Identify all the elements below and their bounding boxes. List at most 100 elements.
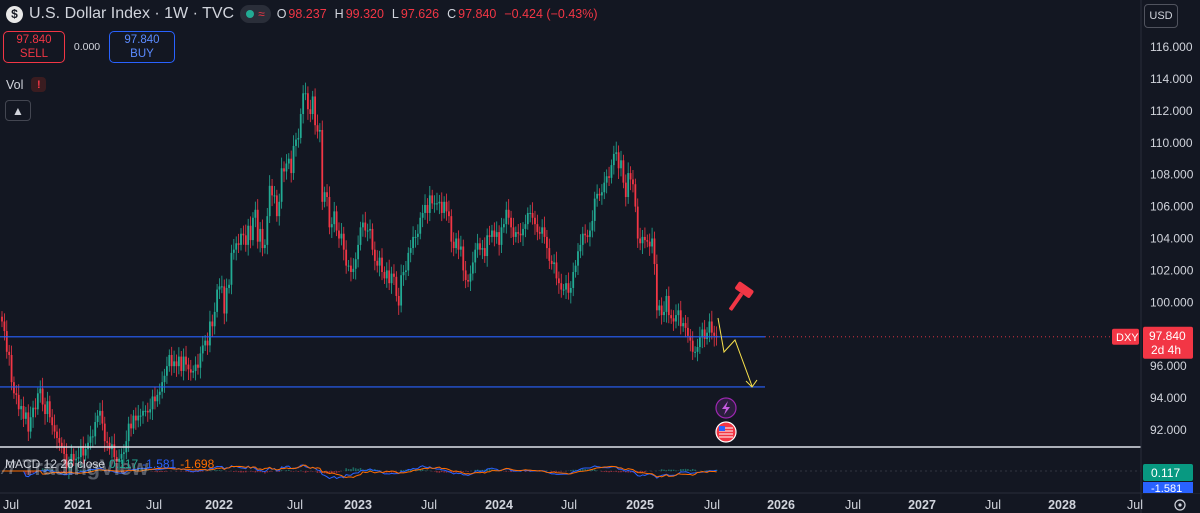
- macd-histogram-bar: [304, 471, 307, 473]
- symbol-title[interactable]: U.S. Dollar Index · 1W · TVC: [29, 5, 235, 22]
- candle-body: [187, 364, 190, 370]
- macd-histogram-bar: [660, 469, 663, 471]
- candle-body: [469, 273, 472, 282]
- candle-body: [514, 232, 517, 237]
- price-axis[interactable]: 116.000 114.000 112.000 110.000 108.000 106.0…: [1112, 0, 1200, 513]
- macd-histogram-bar: [395, 471, 398, 472]
- sell-button[interactable]: 97.840 SELL: [3, 31, 65, 63]
- macd-histogram-bar: [25, 471, 27, 475]
- macd-histogram-bar: [417, 470, 419, 471]
- volume-label: Vol: [6, 77, 24, 92]
- volume-indicator[interactable]: Vol !: [6, 77, 47, 92]
- candle-body: [476, 243, 479, 250]
- candle-body: [199, 353, 202, 368]
- macd-histogram-bar: [684, 468, 687, 471]
- candle-body: [416, 233, 419, 237]
- candle-body: [32, 407, 34, 418]
- candle-body: [529, 212, 532, 214]
- time-tick-label: Jul: [1127, 498, 1143, 512]
- candle-body: [220, 286, 223, 288]
- macd-histogram-bar: [209, 470, 211, 471]
- projection-path[interactable]: [717, 317, 758, 388]
- macd-histogram-bar: [44, 468, 46, 471]
- candle-body: [639, 238, 642, 244]
- macd-histogram-bar: [419, 469, 422, 471]
- candle-body: [209, 321, 211, 346]
- symbol-tag[interactable]: [1112, 328, 1139, 345]
- macd-histogram-bar: [687, 469, 689, 471]
- candle-body: [407, 252, 410, 271]
- macd-legend[interactable]: MACD 12 26 close 0.117 -1.581 -1.698: [5, 457, 214, 471]
- macd-histogram-bar: [488, 468, 491, 471]
- candle-body: [87, 442, 89, 450]
- candle-body: [79, 445, 82, 458]
- macd-histogram-bar: [266, 471, 269, 473]
- candle-body: [247, 225, 250, 245]
- candle-body: [321, 129, 324, 202]
- candle-body: [252, 217, 254, 241]
- wave-icon: ≈: [258, 7, 265, 21]
- candle-body: [421, 212, 424, 218]
- price-axis-bg[interactable]: [1141, 0, 1200, 493]
- price-tick-label: 114.000: [1150, 72, 1193, 86]
- candle-body: [440, 201, 443, 213]
- candle-body: [44, 404, 46, 415]
- time-axis[interactable]: Jul 2021 Jul 2022 Jul 2023 Jul 2024 Jul 2025 Jul 20…: [3, 498, 1186, 512]
- candle-body: [546, 236, 548, 249]
- candle-body: [68, 463, 70, 469]
- gear-icon[interactable]: [1174, 499, 1186, 511]
- candle-body: [627, 173, 630, 198]
- dollar-symbol-icon: $: [6, 5, 23, 23]
- candle-body: [340, 233, 343, 239]
- macd-histogram-bar: [570, 470, 572, 471]
- candle-body: [517, 232, 520, 234]
- macd-histogram-bar: [383, 471, 386, 473]
- candle-body: [696, 347, 699, 352]
- market-status-pill[interactable]: ≈: [240, 5, 271, 23]
- candle-body: [615, 152, 618, 154]
- candle-body: [25, 412, 27, 419]
- candle-body: [507, 209, 510, 218]
- candle-body: [373, 249, 376, 261]
- candle-body: [584, 233, 587, 236]
- candle-body: [326, 192, 328, 198]
- macd-histogram-bar: [101, 470, 104, 471]
- chevron-up-icon[interactable]: ▲: [5, 100, 31, 121]
- macd-histogram-bar: [694, 469, 696, 471]
- macd-histogram-bar: [579, 469, 582, 471]
- macd-histogram-bar: [605, 471, 608, 473]
- candle-body: [450, 216, 453, 242]
- currency-selector[interactable]: USD: [1144, 4, 1178, 28]
- buy-button[interactable]: 97.840 BUY: [109, 31, 175, 63]
- candle-body: [118, 458, 121, 462]
- event-markers: [715, 281, 754, 443]
- macd-histogram-bar: [280, 470, 283, 471]
- macd-histogram-bar: [161, 471, 163, 472]
- horizontal-levels[interactable]: [0, 336, 1112, 388]
- candle-body: [134, 415, 137, 421]
- time-tick-label: 2027: [908, 498, 936, 512]
- tradingview-logo-icon: ⁄7: [4, 457, 17, 478]
- candle-body: [213, 311, 216, 327]
- last-price-badge: [1143, 326, 1193, 359]
- macd-histogram-bar: [440, 471, 443, 473]
- candle-body: [479, 243, 481, 250]
- warning-icon[interactable]: !: [31, 77, 47, 92]
- candle-body: [598, 193, 601, 196]
- spread-value: 0.000: [73, 41, 101, 53]
- macd-plot: [0, 446, 1200, 494]
- candle-body: [168, 354, 171, 367]
- macd-signal-line: [2, 464, 717, 479]
- time-tick-label: Jul: [704, 498, 720, 512]
- macd-histogram-bar: [185, 471, 187, 472]
- projection-line[interactable]: [717, 317, 753, 387]
- candle-body: [428, 195, 431, 213]
- candle-body: [524, 224, 527, 229]
- lightning-glyph: [722, 401, 730, 415]
- time-tick-label: 2023: [344, 498, 372, 512]
- candle-body: [216, 289, 218, 312]
- candle-body: [538, 232, 541, 234]
- macd-histogram-bar: [53, 470, 56, 471]
- candle-body: [13, 382, 15, 394]
